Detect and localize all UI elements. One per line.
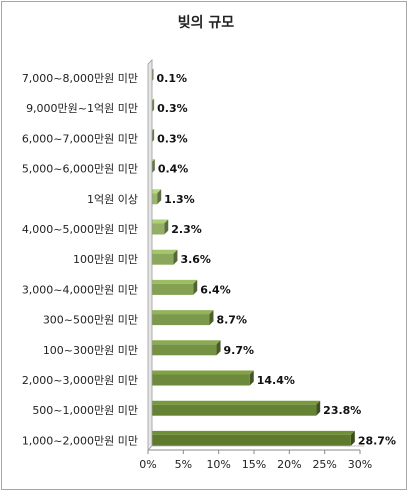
bar-front xyxy=(148,253,174,265)
bar-front xyxy=(148,404,317,416)
bar-top xyxy=(148,430,355,435)
category-label: 7,000~8,000만원 미만 xyxy=(22,72,138,85)
bar-7 xyxy=(148,279,198,295)
bar-top xyxy=(148,370,254,375)
x-tick-label: 10% xyxy=(206,458,230,471)
category-label: 9,000만원~1억원 미만 xyxy=(26,102,138,115)
bar-side xyxy=(157,189,162,205)
bar-6 xyxy=(148,249,178,265)
bar-11 xyxy=(148,400,321,416)
category-label: 100~300만원 미만 xyxy=(43,344,138,357)
bar-5 xyxy=(148,219,169,235)
bar-top xyxy=(148,340,221,345)
bar-side xyxy=(209,310,214,326)
value-label: 23.8% xyxy=(323,404,361,417)
bar-top xyxy=(148,279,198,284)
value-label: 1.3% xyxy=(164,193,195,206)
bar-front xyxy=(148,193,158,205)
value-label: 0.1% xyxy=(157,72,188,85)
category-label: 4,000~5,000만원 미만 xyxy=(22,223,138,236)
bar-9 xyxy=(148,340,221,356)
bar-side xyxy=(316,400,321,416)
x-axis: 0% 5% 10% 15% 20% 25% 30% xyxy=(139,59,372,471)
bar-front xyxy=(148,374,250,386)
bar-8 xyxy=(148,310,214,326)
bar-side xyxy=(193,279,198,295)
bar-10 xyxy=(148,370,254,386)
category-label: 300~500만원 미만 xyxy=(43,314,138,327)
x-tick-label: 20% xyxy=(277,458,301,471)
bar-front xyxy=(148,314,210,326)
category-label: 3,000~4,000만원 미만 xyxy=(22,283,138,296)
value-label: 28.7% xyxy=(358,434,396,447)
category-label: 1억원 이상 xyxy=(87,193,138,206)
x-tick-label: 5% xyxy=(175,458,192,471)
x-tick-label: 0% xyxy=(139,458,156,471)
value-label: 9.7% xyxy=(224,344,255,357)
bar-top xyxy=(148,310,214,315)
chart-title: 빚의 규모 xyxy=(178,14,235,31)
category-label: 6,000~7,000만원 미만 xyxy=(22,132,138,145)
category-label: 2,000~3,000만원 미만 xyxy=(22,374,138,387)
bar-top xyxy=(148,249,178,254)
x-tick-label: 25% xyxy=(312,458,336,471)
bar-top xyxy=(148,400,321,405)
bar-side xyxy=(216,340,221,356)
x-tick-label: 30% xyxy=(348,458,372,471)
value-label: 0.3% xyxy=(157,132,188,145)
bar-front xyxy=(148,344,217,356)
category-label: 5,000~6,000만원 미만 xyxy=(22,163,138,176)
x-tick-label: 15% xyxy=(242,458,266,471)
bar-front xyxy=(148,434,351,446)
category-label: 1,000~2,000만원 미만 xyxy=(22,434,138,447)
value-label: 3.6% xyxy=(180,253,211,266)
bar-12 xyxy=(148,430,355,446)
bar-top xyxy=(148,219,169,224)
bar-front xyxy=(148,283,194,295)
bar-side xyxy=(173,249,178,265)
category-label: 500~1,000만원 미만 xyxy=(32,404,138,417)
value-label: 14.4% xyxy=(257,374,295,387)
bar-side xyxy=(249,370,254,386)
bar-side xyxy=(350,430,355,446)
plot-wall xyxy=(147,59,153,451)
category-label: 100만원 미만 xyxy=(73,253,138,266)
value-label: 0.4% xyxy=(158,163,189,176)
bars-group: 7,000~8,000만원 미만 0.1% 9,000만원~1억원 미만 0.3% 6,… xyxy=(22,68,396,447)
value-label: 6.4% xyxy=(200,283,231,296)
value-label: 2.3% xyxy=(171,223,202,236)
value-label: 8.7% xyxy=(216,314,247,327)
value-label: 0.3% xyxy=(157,102,188,115)
bar-side xyxy=(164,219,169,235)
bar-front xyxy=(148,223,165,235)
